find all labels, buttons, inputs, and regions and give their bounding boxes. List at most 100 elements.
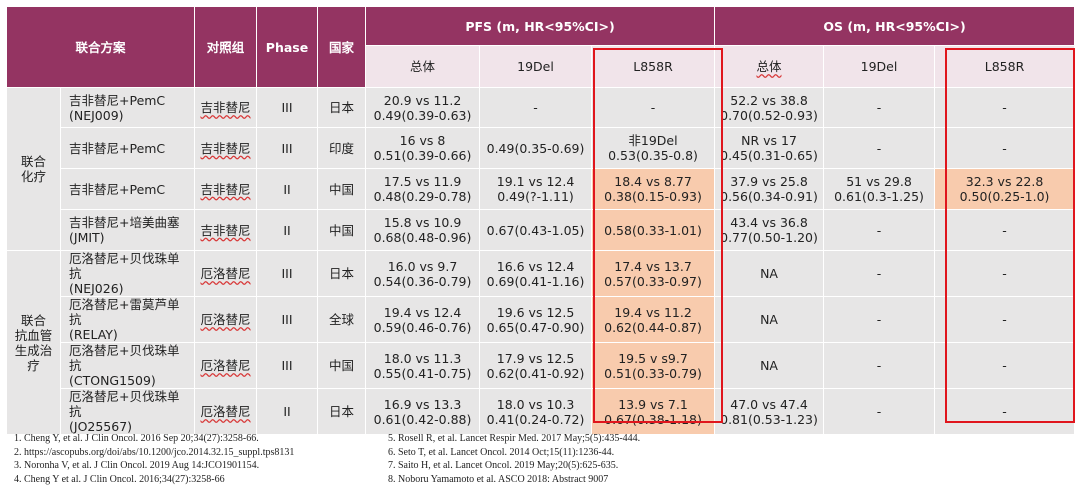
combo-name-cell: 吉非替尼+PemC	[59, 168, 196, 210]
reference: 2. https://ascopubs.org/doi/abs/10.1200/…	[14, 446, 295, 458]
phase-cell: III	[256, 127, 319, 169]
header-combo: 联合方案	[5, 6, 196, 88]
combo-name-cell: 厄洛替尼+贝伐珠单抗 (NEJ026)	[59, 250, 196, 297]
pfs-overall-cell: 20.9 vs 11.2 0.49(0.39-0.63)	[365, 87, 481, 128]
control-label: 吉非替尼	[200, 222, 251, 238]
control-cell: 厄洛替尼	[194, 388, 258, 435]
pfs-l858r-cell: 19.4 vs 11.2 0.62(0.44-0.87)	[591, 296, 716, 343]
table-body: 联合 化疗 吉非替尼+PemC (NEJ009) 吉非替尼 III 日本 20.9 vs …	[6, 87, 1076, 435]
os-overall-cell: NA	[714, 342, 825, 389]
phase-cell: III	[256, 87, 319, 128]
os-19del-cell: -	[823, 209, 936, 251]
pfs-19del-cell: 19.1 vs 12.4 0.49(?-1.11)	[479, 168, 593, 210]
country-cell: 中国	[317, 209, 367, 251]
os-overall-cell: NA	[714, 296, 825, 343]
table-row: 厄洛替尼+贝伐珠单抗 (CTONG1509) 厄洛替尼 III 中国 18.0 vs 1…	[7, 342, 1076, 389]
control-label: 厄洛替尼	[200, 358, 251, 373]
phase-cell: II	[256, 388, 319, 435]
reference: 6. Seto T, et al. Lancet Oncol. 2014 Oct…	[388, 446, 615, 458]
table-row: 吉非替尼+培美曲塞 (JMIT) 吉非替尼 II 中国 15.8 vs 10.9 0.6…	[7, 209, 1076, 251]
header-phase: Phase	[256, 6, 319, 88]
os-l858r-cell: -	[934, 342, 1076, 389]
os-overall-cell: 47.0 vs 47.4 0.81(0.53-1.23)	[714, 388, 825, 435]
control-label: 厄洛替尼	[200, 312, 251, 327]
table-row: 联合 抗血管 生成治 疗厄洛替尼+贝伐珠单抗 (NEJ026) 厄洛替尼 III 日本…	[6, 250, 1076, 435]
pfs-l858r-cell: 18.4 vs 8.77 0.38(0.15-0.93)	[591, 168, 716, 210]
control-cell: 吉非替尼	[194, 87, 258, 128]
header-pfs: PFS (m, HR<95%CI>)	[365, 6, 716, 46]
combo-name-cell: 厄洛替尼+贝伐珠单抗 (CTONG1509)	[59, 342, 196, 389]
combo-name-cell: 吉非替尼+PemC	[59, 127, 196, 169]
combo-name-cell: 厄洛替尼+贝伐珠单抗 (JO25567)	[59, 388, 196, 435]
os-overall-cell: 52.2 vs 38.8 0.70(0.52-0.93)	[714, 87, 825, 128]
table-row: 联合 化疗 吉非替尼+PemC (NEJ009) 吉非替尼 III 日本 20.9 vs …	[6, 87, 1076, 251]
country-cell: 日本	[317, 388, 367, 435]
combo-name-cell: 吉非替尼+PemC (NEJ009)	[59, 87, 196, 128]
header-os-overall: 总体	[714, 45, 825, 88]
os-19del-cell: -	[823, 342, 936, 389]
phase-cell: III	[256, 250, 319, 297]
os-overall-cell: 43.4 vs 36.8 0.77(0.50-1.20)	[714, 209, 825, 251]
country-cell: 印度	[317, 127, 367, 169]
pfs-overall-cell: 19.4 vs 12.4 0.59(0.46-0.76)	[365, 296, 481, 343]
os-l858r-cell: 32.3 vs 22.8 0.50(0.25-1.0)	[934, 168, 1076, 210]
header-os-19del: 19Del	[823, 45, 936, 88]
header-os: OS (m, HR<95%CI>)	[714, 6, 1076, 46]
control-label: 吉非替尼	[200, 140, 251, 156]
os-19del-cell: -	[823, 127, 936, 169]
pfs-19del-cell: 18.0 vs 10.3 0.41(0.24-0.72)	[479, 388, 593, 435]
reference: 1. Cheng Y, et al. J Clin Oncol. 2016 Se…	[14, 433, 259, 444]
os-l858r-cell: -	[934, 127, 1076, 169]
header-pfs-l858r: L858R	[591, 45, 716, 88]
pfs-l858r-cell: 非19Del 0.53(0.35-0.8)	[591, 127, 716, 169]
phase-cell: III	[256, 296, 319, 343]
phase-cell: III	[256, 342, 319, 389]
control-cell: 吉非替尼	[194, 168, 258, 210]
group-chemo: 联合 化疗	[6, 87, 61, 251]
os-l858r-cell: -	[934, 296, 1076, 343]
control-cell: 厄洛替尼	[194, 296, 258, 343]
table-row: 吉非替尼+PemC 吉非替尼 III 印度 16 vs 8 0.51(0.39-0.66…	[7, 127, 1076, 169]
control-label: 吉非替尼	[200, 100, 251, 115]
references-left: 1. Cheng Y, et al. J Clin Oncol. 2016 Se…	[14, 432, 294, 486]
os-19del-cell: 51 vs 29.8 0.61(0.3-1.25)	[823, 168, 936, 210]
pfs-overall-cell: 16.9 vs 13.3 0.61(0.42-0.88)	[365, 388, 481, 435]
highlight-box-os-l858r	[945, 48, 1075, 423]
os-l858r-cell: -	[934, 87, 1076, 128]
os-overall-cell: 37.9 vs 25.8 0.56(0.34-0.91)	[714, 168, 825, 210]
header-country: 国家	[317, 6, 367, 88]
pfs-l858r-cell: 17.4 vs 13.7 0.57(0.33-0.97)	[591, 250, 716, 297]
pfs-overall-cell: 17.5 vs 11.9 0.48(0.29-0.78)	[365, 168, 481, 210]
reference: 5. Rosell R, et al. Lancet Respir Med. 2…	[388, 433, 641, 444]
os-l858r-cell: -	[934, 209, 1076, 251]
group-antiangiogenic: 联合 抗血管 生成治 疗	[6, 250, 61, 435]
header-os-overall-label: 总体	[756, 59, 782, 74]
combo-name-cell: 厄洛替尼+雷莫芦单抗 (RELAY)	[59, 296, 196, 343]
highlight-box-pfs-l858r	[593, 48, 723, 423]
header-control: 对照组	[194, 6, 258, 88]
country-cell: 中国	[317, 168, 367, 210]
control-label: 厄洛替尼	[200, 404, 251, 419]
references-right: 5. Rosell R, et al. Lancet Respir Med. 2…	[388, 432, 640, 486]
control-label: 厄洛替尼	[200, 266, 251, 281]
country-cell: 全球	[317, 296, 367, 343]
control-cell: 厄洛替尼	[194, 250, 258, 297]
phase-cell: II	[256, 209, 319, 251]
control-cell: 吉非替尼	[194, 127, 258, 169]
pfs-19del-cell: 0.67(0.43-1.05)	[479, 209, 593, 251]
country-cell: 日本	[317, 250, 367, 297]
pfs-overall-cell: 15.8 vs 10.9 0.68(0.48-0.96)	[365, 209, 481, 251]
pfs-overall-cell: 16.0 vs 9.7 0.54(0.36-0.79)	[365, 250, 481, 297]
os-19del-cell: -	[823, 87, 936, 128]
control-cell: 厄洛替尼	[194, 342, 258, 389]
reference: 8. Noboru Yamamoto et al. ASCO 2018: Abs…	[388, 473, 609, 485]
pfs-19del-cell: 16.6 vs 12.4 0.69(0.41-1.16)	[479, 250, 593, 297]
reference: 3. Noronha V, et al. J Clin Oncol. 2019 …	[14, 460, 260, 471]
control-cell: 吉非替尼	[194, 209, 258, 251]
os-overall-cell: NA	[714, 250, 825, 297]
header-pfs-19del: 19Del	[479, 45, 593, 88]
table-row: 厄洛替尼+贝伐珠单抗 (JO25567) 厄洛替尼 II 日本 16.9 vs 13.3…	[7, 388, 1076, 435]
os-19del-cell: -	[823, 296, 936, 343]
country-cell: 中国	[317, 342, 367, 389]
pfs-overall-cell: 16 vs 8 0.51(0.39-0.66)	[365, 127, 481, 169]
